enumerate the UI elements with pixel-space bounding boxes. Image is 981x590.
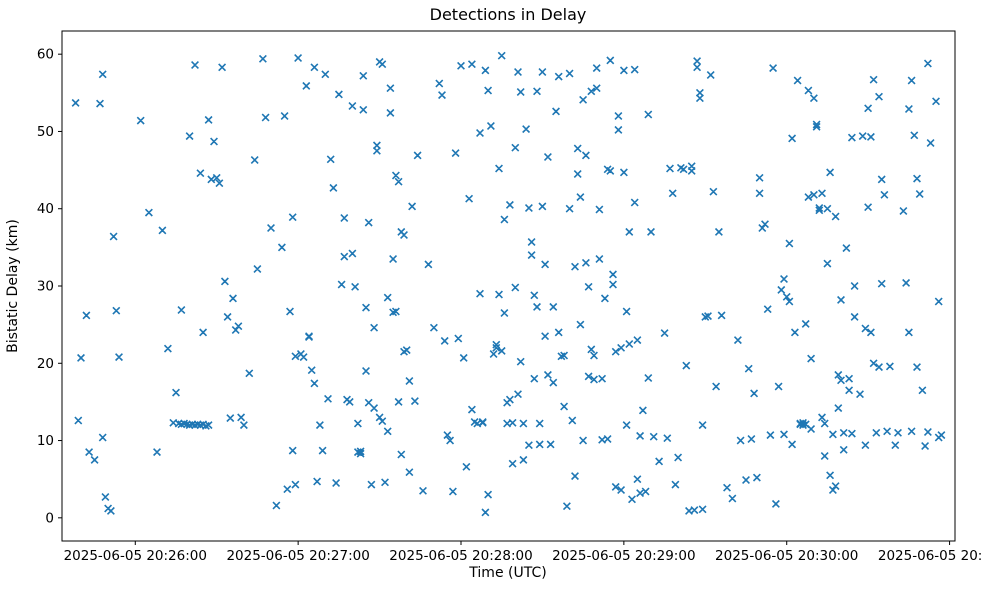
y-tick-label: 10 bbox=[37, 433, 54, 449]
x-axis-ticks: 2025-06-05 20:26:00 2025-06-05 20:27:00 20… bbox=[64, 541, 981, 564]
y-tick-label: 40 bbox=[37, 201, 54, 217]
x-tick-label: 2025-06-05 20:29:00 bbox=[552, 548, 695, 564]
scatter-points-group bbox=[71, 51, 946, 517]
x-tick-label: 2025-06-05 20:30:00 bbox=[715, 548, 858, 564]
y-tick-label: 50 bbox=[37, 124, 54, 140]
y-tick-label: 30 bbox=[37, 279, 54, 295]
x-axis-label: Time (UTC) bbox=[468, 565, 546, 581]
y-tick-label: 60 bbox=[37, 47, 54, 63]
x-tick-label: 2025-06-05 20:26:00 bbox=[64, 548, 207, 564]
x-tick-label: 2025-06-05 20:28:00 bbox=[389, 548, 532, 564]
x-tick-label: 2025-06-05 20:27:00 bbox=[226, 548, 369, 564]
y-axis-ticks: 0 10 20 30 40 50 60 bbox=[37, 47, 62, 526]
y-tick-label: 20 bbox=[37, 356, 54, 372]
y-axis-label: Bistatic Delay (km) bbox=[5, 219, 21, 353]
x-tick-label: 2025-06-05 20:31:00 bbox=[878, 548, 981, 564]
scatter-points-path bbox=[71, 51, 946, 517]
chart-title: Detections in Delay bbox=[430, 5, 587, 24]
y-tick-label: 0 bbox=[45, 510, 54, 526]
plot-frame bbox=[61, 30, 956, 542]
